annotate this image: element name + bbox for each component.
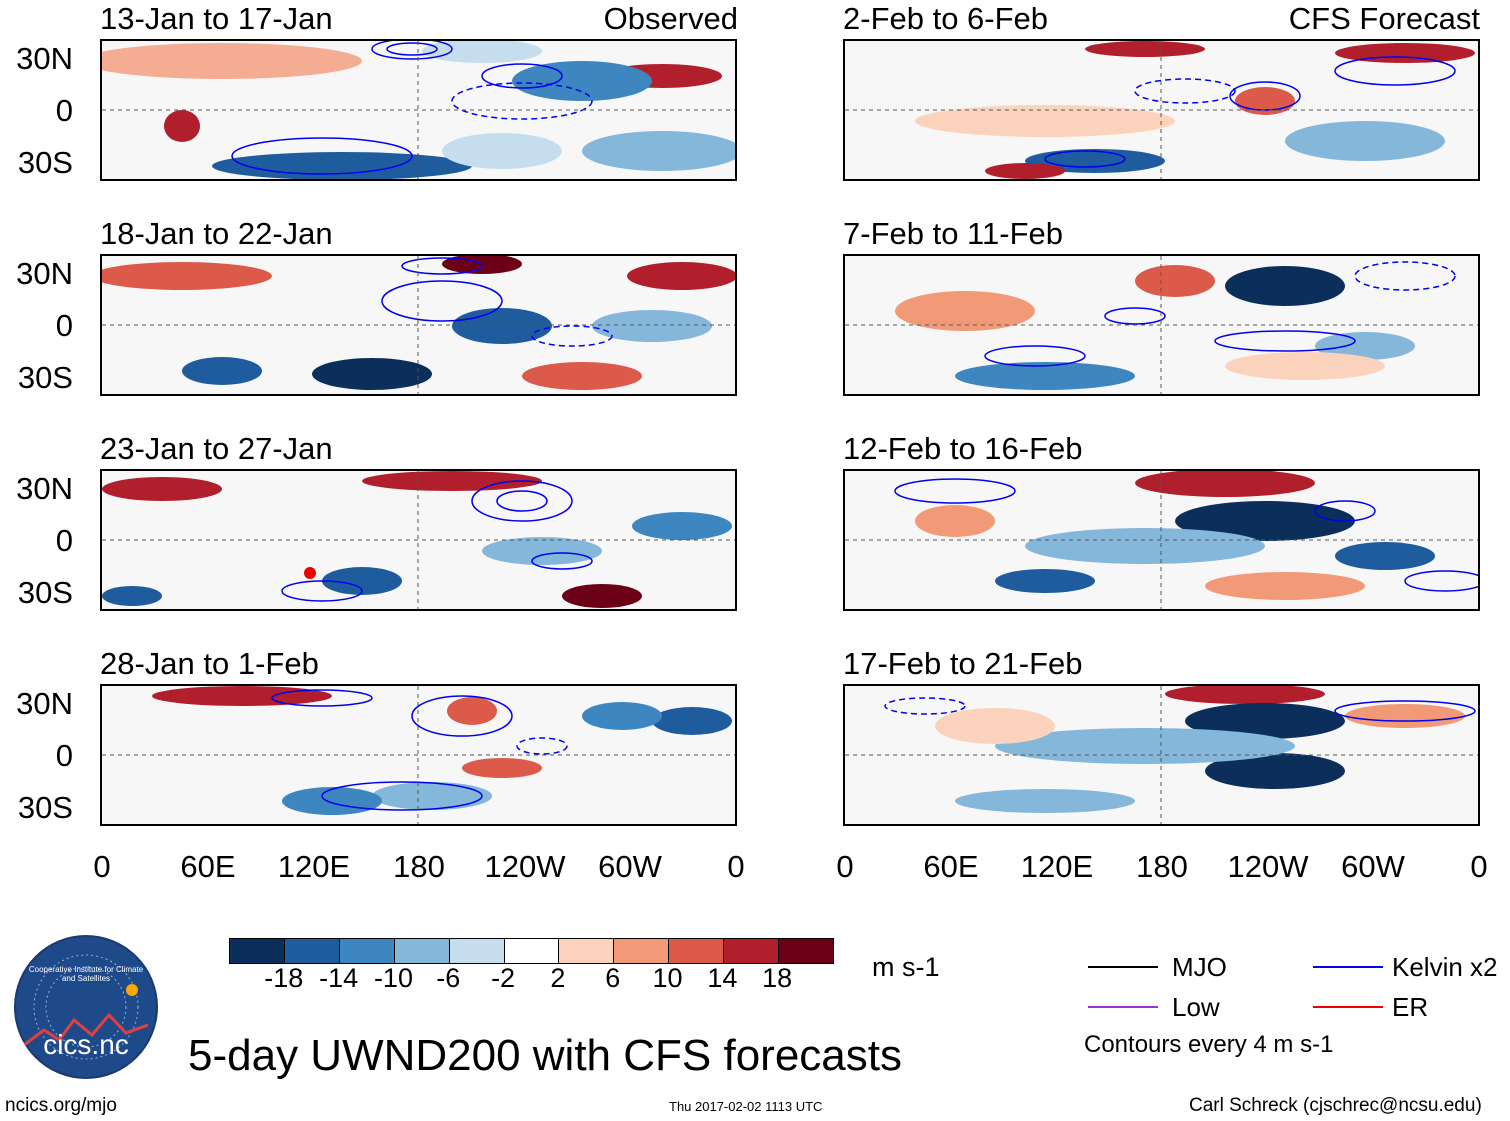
colorbar-tick-label: -6: [436, 963, 461, 993]
colorbar-units: m s-1: [872, 952, 940, 982]
map-panel-observed-4: [100, 684, 737, 826]
colorbar-tick-label: -14: [319, 963, 359, 993]
legend-note: Contours every 4 m s-1: [1084, 1031, 1334, 1058]
lat-0-row2: 0: [55, 308, 73, 343]
lat-30n-row2: 30N: [16, 256, 73, 291]
legend-line-mjo: [1088, 966, 1158, 968]
colorbar-segment: [558, 939, 614, 963]
observed-label: Observed: [603, 1, 738, 36]
panel-title-1: 13-Jan to 17-Jan: [100, 1, 333, 36]
map-panel-observed-3: [100, 469, 737, 611]
lon-left-180: 180: [393, 849, 445, 884]
legend-line-low: [1088, 1006, 1158, 1008]
lon-right-120w: 120W: [1227, 849, 1309, 884]
lon-left-0-end: 0: [727, 849, 745, 884]
colorbar-segment: [778, 939, 833, 963]
panel-title-6: 7-Feb to 11-Feb: [843, 216, 1063, 251]
lat-0-row4: 0: [55, 738, 73, 773]
lon-right-0: 0: [836, 849, 854, 884]
colorbar-segment: [393, 939, 449, 963]
cics-logo: Cooperative Institute for Climate and Sa…: [14, 935, 158, 1079]
map-panel-forecast-4: [843, 684, 1480, 826]
colorbar-tick-label: 2: [550, 963, 566, 993]
lon-left-60e: 60E: [180, 849, 236, 884]
lat-30n-row1: 30N: [16, 41, 73, 76]
map-panel-observed-1: [100, 39, 737, 181]
lon-right-60e: 60E: [923, 849, 979, 884]
colorbar-segment: [613, 939, 669, 963]
map-panel-forecast-3: [843, 469, 1480, 611]
lon-left-0: 0: [93, 849, 111, 884]
footer-credit: Carl Schreck (cjschrec@ncsu.edu): [1189, 1095, 1482, 1116]
colorbar: [229, 938, 834, 964]
colorbar-segment: [230, 939, 284, 963]
legend-label-kelvin: Kelvin x2: [1392, 952, 1498, 982]
legend-label-mjo: MJO: [1172, 952, 1227, 982]
colorbar-segment: [723, 939, 779, 963]
legend-label-low: Low: [1172, 992, 1220, 1022]
panel-title-8: 17-Feb to 21-Feb: [843, 646, 1083, 681]
colorbar-segment: [338, 939, 394, 963]
lat-0-row3: 0: [55, 523, 73, 558]
colorbar-tick-label: 6: [605, 963, 621, 993]
lat-30s-row2: 30S: [17, 360, 73, 395]
lon-left-120e: 120E: [277, 849, 351, 884]
colorbar-tick-label: -10: [373, 963, 413, 993]
page-title: 5-day UWND200 with CFS forecasts: [188, 1031, 902, 1080]
lat-30n-row4: 30N: [16, 686, 73, 721]
footer-timestamp: Thu 2017-02-02 1113 UTC: [669, 1099, 823, 1114]
colorbar-tick-label: 14: [707, 963, 738, 993]
lon-right-120e: 120E: [1020, 849, 1094, 884]
lat-30n-row3: 30N: [16, 471, 73, 506]
lat-30s-row4: 30S: [17, 790, 73, 825]
cfs-forecast-label: CFS Forecast: [1288, 1, 1480, 36]
panel-title-5: 2-Feb to 6-Feb: [843, 1, 1049, 36]
colorbar-segment: [448, 939, 504, 963]
map-panel-forecast-2: [843, 254, 1480, 396]
lon-right-0-end: 0: [1470, 849, 1488, 884]
logo-text: cics.nc: [43, 1029, 129, 1060]
lat-30s-row3: 30S: [17, 575, 73, 610]
lon-right-180: 180: [1136, 849, 1188, 884]
colorbar-tick-label: 18: [762, 963, 793, 993]
panel-title-2: 18-Jan to 22-Jan: [100, 216, 333, 251]
colorbar-tick-label: -2: [491, 963, 516, 993]
footer-url[interactable]: ncics.org/mjo: [5, 1095, 117, 1116]
lon-left-60w: 60W: [598, 849, 662, 884]
colorbar-tick-label: 10: [652, 963, 683, 993]
map-panel-forecast-1: [843, 39, 1480, 181]
lon-right-60w: 60W: [1341, 849, 1405, 884]
lat-30s-row1: 30S: [17, 145, 73, 180]
legend-label-er: ER: [1392, 992, 1429, 1022]
map-panel-observed-2: [100, 254, 737, 396]
panel-title-7: 12-Feb to 16-Feb: [843, 431, 1083, 466]
legend-line-er: [1313, 1006, 1383, 1008]
lat-0-row1: 0: [55, 93, 73, 128]
panel-title-3: 23-Jan to 27-Jan: [100, 431, 333, 466]
legend-line-kelvin: [1313, 966, 1383, 968]
colorbar-tick-label: -18: [264, 963, 304, 993]
colorbar-segment: [503, 939, 559, 963]
colorbar-segment: [283, 939, 339, 963]
lon-left-120w: 120W: [484, 849, 566, 884]
colorbar-segment: [668, 939, 724, 963]
panel-title-4: 28-Jan to 1-Feb: [100, 646, 319, 681]
logo-ring-text: Cooperative Institute for Climate and Sa…: [28, 965, 144, 983]
